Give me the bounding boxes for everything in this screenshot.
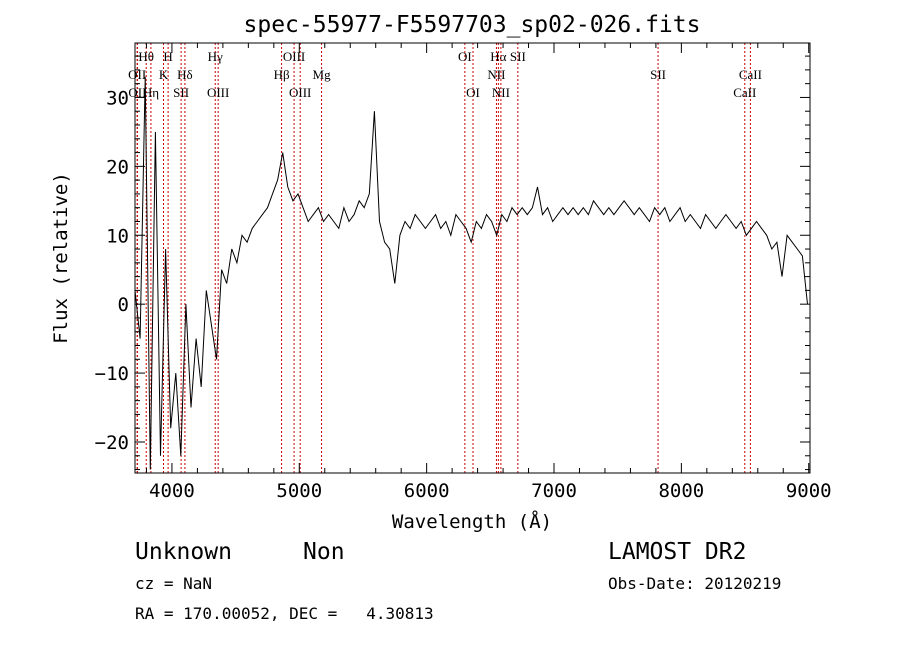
object-subclass: Non (303, 539, 345, 565)
y-tick-label: −10 (95, 363, 129, 385)
emission-line-label: NII (492, 85, 510, 100)
emission-line-label: OI (466, 85, 480, 100)
chart-title: spec-55977-F5597703_sp02-026.fits (244, 12, 701, 38)
emission-line-label: Hθ (138, 49, 154, 64)
emission-line-label: Mg (313, 67, 332, 82)
emission-line-label: H (163, 49, 172, 64)
emission-line-label: Hβ (274, 67, 290, 82)
emission-line-label: OII (128, 85, 146, 100)
coordinates-text: RA = 170.00052, DEC = 4.30813 (135, 604, 434, 623)
spectrum-line (134, 76, 808, 470)
y-tick-label: 10 (106, 225, 129, 247)
emission-line-label: OIII (207, 85, 229, 100)
y-tick-label: 20 (106, 156, 129, 178)
x-tick-label: 4000 (149, 480, 195, 502)
axis-ticks: 4000 5000 6000 7000 8000 9000 −20 −10 0 10 20 30 (95, 43, 832, 502)
x-tick-label: 8000 (658, 480, 704, 502)
y-tick-label: 30 (106, 87, 129, 109)
emission-line-label: Hα (490, 49, 506, 64)
emission-line-label: SII (510, 49, 526, 64)
emission-line-label: OI (458, 49, 472, 64)
x-tick-label: 6000 (404, 480, 450, 502)
emission-line-label: CaII (739, 67, 762, 82)
emission-line-label: OII (128, 67, 146, 82)
x-tick-label: 5000 (276, 480, 322, 502)
emission-line-label: SII (173, 85, 189, 100)
emission-line-label: Hη (143, 85, 159, 100)
emission-line-label: NII (487, 67, 505, 82)
y-tick-label: −20 (95, 432, 129, 454)
x-tick-label: 9000 (786, 480, 832, 502)
emission-line-label: Hγ (208, 49, 223, 64)
emission-line-label: K (159, 67, 169, 82)
emission-line-label: OIII (289, 85, 311, 100)
emission-line-label: OIII (283, 49, 305, 64)
object-class: Unknown (135, 539, 232, 565)
obs-date: Obs-Date: 20120219 (608, 574, 781, 593)
emission-line-label: CaII (733, 85, 756, 100)
redshift-text: cz = NaN (135, 574, 212, 593)
emission-line-label: SII (650, 67, 666, 82)
survey-name: LAMOST DR2 (608, 539, 746, 565)
x-tick-label: 7000 (531, 480, 577, 502)
y-tick-label: 0 (118, 294, 129, 316)
x-axis-label: Wavelength (Å) (392, 510, 552, 533)
emission-line-label: Hδ (177, 67, 193, 82)
plot-frame (134, 42, 811, 474)
y-axis-label: Flux (relative) (50, 172, 72, 344)
